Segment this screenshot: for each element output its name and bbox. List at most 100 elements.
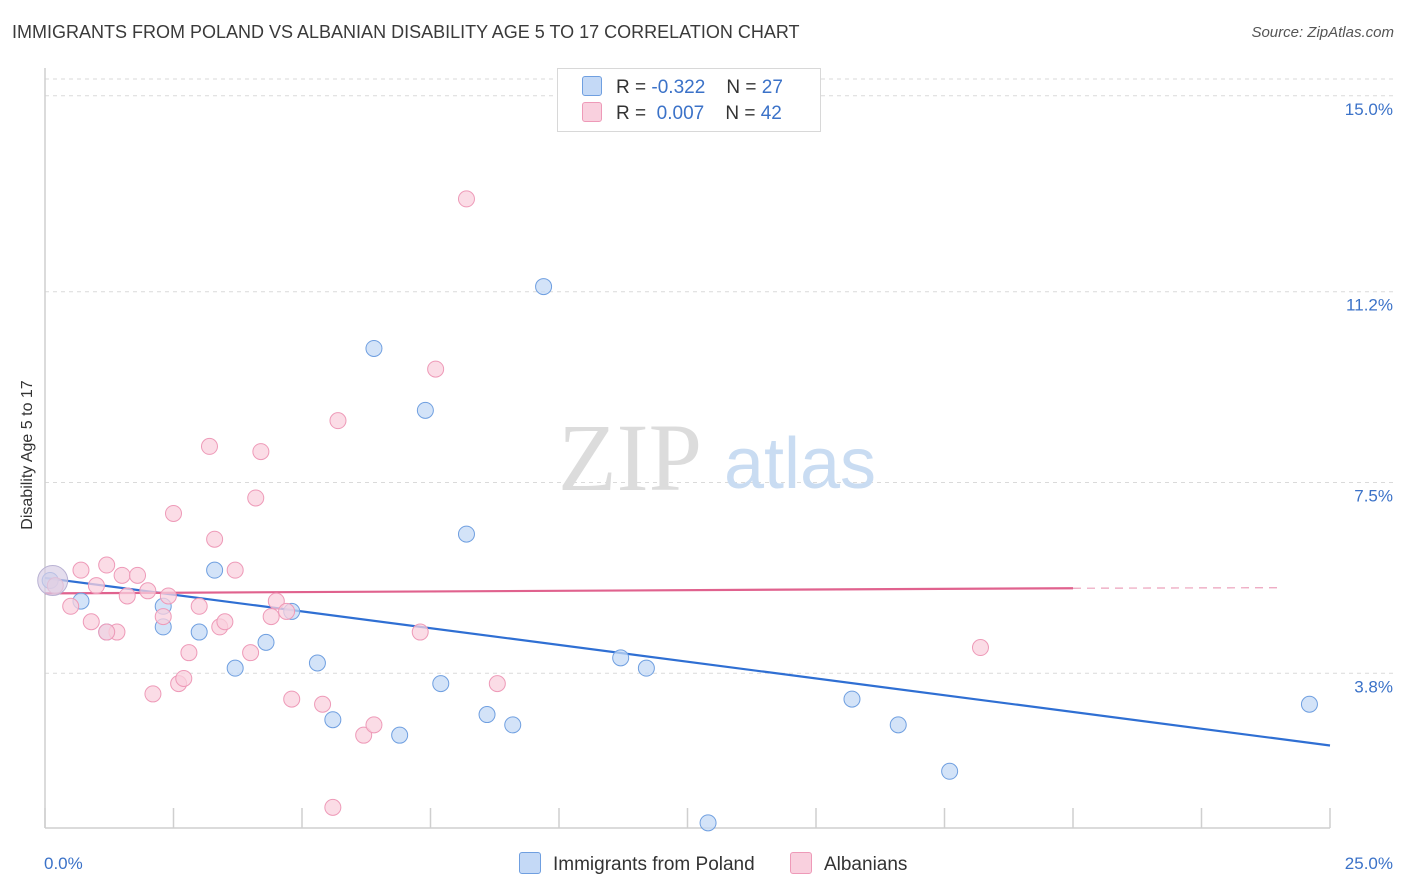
legend-row-poland: R = -0.322 N = 27	[582, 76, 783, 99]
data-point-albanians	[72, 561, 90, 579]
data-point-albanians	[314, 695, 332, 713]
legend-swatch-poland	[519, 852, 541, 874]
data-point-poland	[504, 716, 522, 734]
legend-swatch-albanians	[789, 852, 812, 874]
data-point-poland	[257, 633, 275, 651]
data-point-albanians	[262, 608, 280, 626]
legend-row-albanians: R = 0.007 N = 42	[582, 102, 782, 125]
series-legend: Immigrants from Poland Albanians	[519, 852, 937, 876]
data-point-albanians	[98, 556, 116, 574]
legend-n-label: N =	[725, 103, 756, 124]
data-point-albanians	[457, 190, 475, 208]
data-point-poland	[457, 525, 475, 543]
data-point-albanians	[175, 669, 193, 687]
data-point-albanians	[329, 412, 347, 430]
trend-lines	[44, 576, 1331, 747]
y-axis-label: Disability Age 5 to 17	[19, 380, 36, 530]
data-point-albanians	[216, 613, 234, 631]
data-point-albanians	[113, 566, 131, 584]
data-point-albanians	[365, 716, 383, 734]
legend-swatch-albanians	[582, 102, 602, 122]
legend-n-value: 27	[761, 77, 783, 98]
data-point-albanians	[283, 690, 301, 708]
data-point-albanians	[355, 726, 373, 744]
legend-label-albanians: Albanians	[823, 854, 908, 875]
trend-line-extension-1	[1072, 587, 1279, 589]
legend-r-label: R =	[616, 77, 647, 98]
data-point-albanians	[488, 675, 506, 693]
legend-r-value: -0.322	[651, 77, 706, 98]
trend-line-0	[44, 576, 1331, 747]
data-point-albanians	[324, 798, 342, 816]
data-point-albanians	[159, 587, 177, 605]
legend-label-poland: Immigrants from Poland	[553, 854, 755, 875]
legend-n-label: N =	[726, 77, 757, 98]
x-tick-label: 0.0%	[44, 854, 83, 873]
data-point-albanians	[190, 597, 208, 615]
legend-r-value: 0.007	[656, 103, 705, 124]
data-point-albanians	[200, 437, 218, 455]
correlation-legend: R = -0.322 N = 27 R = 0.007 N = 42	[557, 68, 821, 132]
data-point-albanians	[180, 644, 198, 662]
data-point-poland	[226, 659, 244, 677]
data-point-albanians	[129, 566, 147, 584]
data-point-albanians	[118, 587, 136, 605]
data-point-albanians	[165, 504, 182, 522]
data-point-albanians	[411, 623, 429, 641]
data-point-albanians	[98, 623, 116, 641]
y-tick-label: 3.8%	[1354, 677, 1393, 696]
data-point-poland	[941, 762, 959, 780]
data-point-poland	[190, 623, 208, 641]
legend-n-value: 42	[760, 103, 782, 124]
data-point-albanians	[144, 685, 162, 703]
trend-line-1	[44, 587, 1074, 595]
watermark-atlas: atlas	[724, 424, 876, 504]
y-tick-label: 11.2%	[1346, 296, 1393, 315]
x-tick-label: 25.0%	[1345, 854, 1393, 873]
chart-title: IMMIGRANTS FROM POLAND VS ALBANIAN DISAB…	[12, 22, 800, 42]
data-point-poland	[1300, 695, 1318, 713]
data-point-cluster	[37, 564, 69, 596]
gridlines	[45, 78, 1395, 674]
tick-labels: 3.8% 7.5% 11.2% 15.0% 0.0% 25.0%	[44, 100, 1393, 873]
data-point-poland	[612, 649, 630, 667]
watermark: ZIP atlas	[558, 404, 876, 511]
data-point-albanians	[242, 644, 260, 662]
legend-r-label: R =	[616, 103, 647, 124]
axes	[44, 68, 1331, 829]
data-point-poland	[478, 706, 496, 724]
data-point-albanians	[247, 489, 265, 507]
data-point-poland	[699, 814, 717, 832]
data-point-albanians	[252, 443, 270, 461]
data-point-albanians	[206, 530, 224, 548]
y-tick-label: 15.0%	[1345, 100, 1393, 119]
source-label: Source: ZipAtlas.com	[1251, 24, 1394, 41]
data-point-albanians	[427, 360, 445, 378]
data-point-albanians	[278, 602, 296, 620]
data-point-albanians	[154, 608, 172, 626]
data-point-albanians	[82, 613, 100, 631]
data-point-poland	[365, 339, 383, 357]
legend-item-albanians: Albanians	[789, 852, 908, 876]
data-point-poland	[432, 675, 450, 693]
data-point-albanians	[971, 639, 989, 657]
legend-swatch-poland	[582, 76, 602, 96]
data-point-poland	[637, 659, 655, 677]
data-point-poland	[391, 726, 409, 744]
data-point-poland	[206, 561, 224, 579]
legend-item-poland: Immigrants from Poland	[519, 852, 755, 876]
data-point-poland	[843, 690, 861, 708]
data-point-poland	[889, 716, 907, 734]
y-tick-label: 7.5%	[1354, 487, 1393, 506]
data-point-albanians	[62, 597, 80, 615]
data-point-albanians	[139, 582, 157, 600]
data-point-poland	[416, 401, 434, 419]
watermark-zip: ZIP	[558, 404, 702, 511]
data-point-albanians	[226, 561, 244, 579]
data-point-albanians	[87, 577, 105, 595]
data-point-poland	[535, 278, 553, 296]
data-point-poland	[308, 654, 326, 672]
data-points	[37, 190, 1318, 832]
data-point-albanians	[267, 592, 285, 610]
